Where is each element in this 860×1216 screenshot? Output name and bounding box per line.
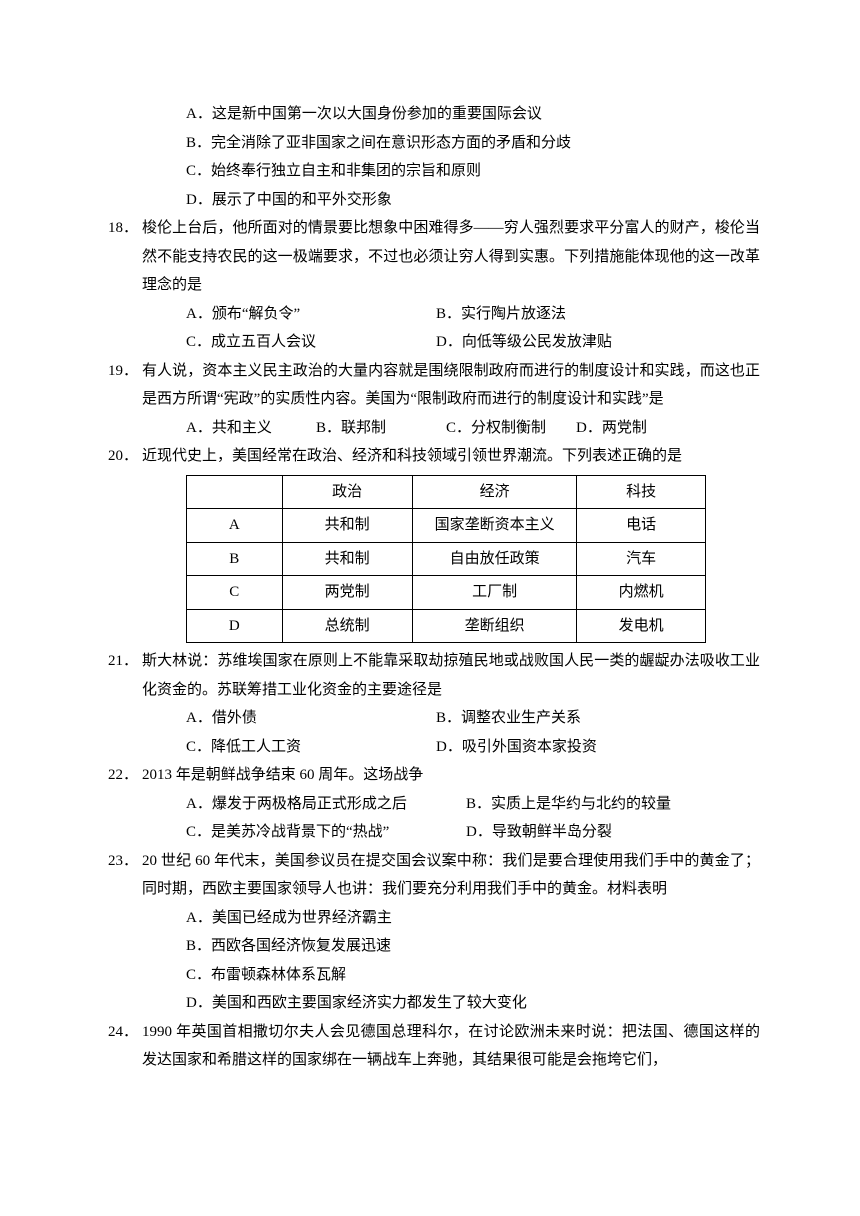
q21-option-b: B．调整农业生产关系	[436, 704, 760, 733]
table-cell: D	[187, 609, 283, 643]
q19-option-a: A．共和主义	[186, 414, 316, 443]
q20-th-2: 经济	[412, 475, 577, 509]
q22-option-c: C．是美苏冷战背景下的“热战”	[186, 818, 466, 847]
q20-table: 政治 经济 科技 A共和制国家垄断资本主义电话B共和制自由放任政策汽车C两党制工…	[186, 475, 706, 644]
q22-option-b: B．实质上是华约与北约的较量	[466, 790, 760, 819]
q19-option-c: C．分权制衡制	[446, 414, 576, 443]
q22: 22． 2013 年是朝鲜战争结束 60 周年。这场战争	[100, 761, 760, 790]
q17-option-c: C．始终奉行独立自主和非集团的宗旨和原则	[100, 157, 760, 186]
table-cell: 两党制	[282, 576, 412, 610]
q18-number: 18．	[100, 214, 142, 300]
q19-option-d: D．两党制	[576, 414, 706, 443]
q21-option-a: A．借外债	[186, 704, 436, 733]
q20-stem: 近现代史上，美国经常在政治、经济和科技领域引领世界潮流。下列表述正确的是	[142, 442, 760, 471]
q18-option-b: B．实行陶片放逐法	[436, 300, 760, 329]
q19: 19． 有人说，资本主义民主政治的大量内容就是围绕限制政府而进行的制度设计和实践…	[100, 357, 760, 414]
q24-stem: 1990 年英国首相撒切尔夫人会见德国总理科尔，在讨论欧洲未来时说：把法国、德国…	[142, 1018, 760, 1075]
q21-options-row1: A．借外债 B．调整农业生产关系	[100, 704, 760, 733]
q21-stem: 斯大林说：苏维埃国家在原则上不能靠采取劫掠殖民地或战败国人民一类的龌龊办法吸收工…	[142, 647, 760, 704]
q22-options-row1: A．爆发于两极格局正式形成之后 B．实质上是华约与北约的较量	[100, 790, 760, 819]
table-row: B共和制自由放任政策汽车	[187, 542, 706, 576]
q18-option-a: A．颁布“解负令”	[186, 300, 436, 329]
q20-table-body: A共和制国家垄断资本主义电话B共和制自由放任政策汽车C两党制工厂制内燃机D总统制…	[187, 509, 706, 643]
q19-option-b: B．联邦制	[316, 414, 446, 443]
q18-options-row1: A．颁布“解负令” B．实行陶片放逐法	[100, 300, 760, 329]
table-cell: 汽车	[577, 542, 706, 576]
table-cell: 内燃机	[577, 576, 706, 610]
q20-th-1: 政治	[282, 475, 412, 509]
q21-option-c: C．降低工人工资	[186, 733, 436, 762]
q18-options-row2: C．成立五百人会议 D．向低等级公民发放津贴	[100, 328, 760, 357]
q18: 18． 梭伦上台后，他所面对的情景要比想象中困难得多——穷人强烈要求平分富人的财…	[100, 214, 760, 300]
q21-number: 21．	[100, 647, 142, 704]
q23-option-d: D．美国和西欧主要国家经济实力都发生了较大变化	[100, 989, 760, 1018]
q24-number: 24．	[100, 1018, 142, 1075]
table-cell: 工厂制	[412, 576, 577, 610]
q17-option-d: D．展示了中国的和平外交形象	[100, 186, 760, 215]
q22-option-d: D．导致朝鲜半岛分裂	[466, 818, 760, 847]
table-cell: 共和制	[282, 542, 412, 576]
q23-stem: 20 世纪 60 年代末，美国参议员在提交国会议案中称：我们是要合理使用我们手中…	[142, 847, 760, 904]
q19-options: A．共和主义 B．联邦制 C．分权制衡制 D．两党制	[100, 414, 760, 443]
q23: 23． 20 世纪 60 年代末，美国参议员在提交国会议案中称：我们是要合理使用…	[100, 847, 760, 904]
q22-option-a: A．爆发于两极格局正式形成之后	[186, 790, 466, 819]
table-cell: A	[187, 509, 283, 543]
table-cell: 总统制	[282, 609, 412, 643]
q23-option-a: A．美国已经成为世界经济霸主	[100, 904, 760, 933]
q19-number: 19．	[100, 357, 142, 414]
q20-number: 20．	[100, 442, 142, 471]
q18-stem: 梭伦上台后，他所面对的情景要比想象中困难得多——穷人强烈要求平分富人的财产，梭伦…	[142, 214, 760, 300]
table-cell: B	[187, 542, 283, 576]
table-cell: 自由放任政策	[412, 542, 577, 576]
table-cell: 国家垄断资本主义	[412, 509, 577, 543]
q21-options-row2: C．降低工人工资 D．吸引外国资本家投资	[100, 733, 760, 762]
q21: 21． 斯大林说：苏维埃国家在原则上不能靠采取劫掠殖民地或战败国人民一类的龌龊办…	[100, 647, 760, 704]
q23-number: 23．	[100, 847, 142, 904]
table-row: D总统制垄断组织发电机	[187, 609, 706, 643]
q18-option-d: D．向低等级公民发放津贴	[436, 328, 760, 357]
q22-stem: 2013 年是朝鲜战争结束 60 周年。这场战争	[142, 761, 760, 790]
table-cell: 发电机	[577, 609, 706, 643]
q22-options-row2: C．是美苏冷战背景下的“热战” D．导致朝鲜半岛分裂	[100, 818, 760, 847]
table-cell: 电话	[577, 509, 706, 543]
q23-option-c: C．布雷顿森林体系瓦解	[100, 961, 760, 990]
q22-number: 22．	[100, 761, 142, 790]
table-cell: 垄断组织	[412, 609, 577, 643]
q17-option-a: A．这是新中国第一次以大国身份参加的重要国际会议	[100, 100, 760, 129]
table-cell: C	[187, 576, 283, 610]
q20-table-header: 政治 经济 科技	[187, 475, 706, 509]
q20: 20． 近现代史上，美国经常在政治、经济和科技领域引领世界潮流。下列表述正确的是	[100, 442, 760, 471]
q18-option-c: C．成立五百人会议	[186, 328, 436, 357]
exam-page: A．这是新中国第一次以大国身份参加的重要国际会议 B．完全消除了亚非国家之间在意…	[0, 0, 860, 1216]
q20-th-0	[187, 475, 283, 509]
table-row: C两党制工厂制内燃机	[187, 576, 706, 610]
table-cell: 共和制	[282, 509, 412, 543]
q23-option-b: B．西欧各国经济恢复发展迅速	[100, 932, 760, 961]
q17-option-b: B．完全消除了亚非国家之间在意识形态方面的矛盾和分歧	[100, 129, 760, 158]
q19-stem: 有人说，资本主义民主政治的大量内容就是围绕限制政府而进行的制度设计和实践，而这也…	[142, 357, 760, 414]
table-row: A共和制国家垄断资本主义电话	[187, 509, 706, 543]
q24: 24． 1990 年英国首相撒切尔夫人会见德国总理科尔，在讨论欧洲未来时说：把法…	[100, 1018, 760, 1075]
q21-option-d: D．吸引外国资本家投资	[436, 733, 760, 762]
q20-th-3: 科技	[577, 475, 706, 509]
